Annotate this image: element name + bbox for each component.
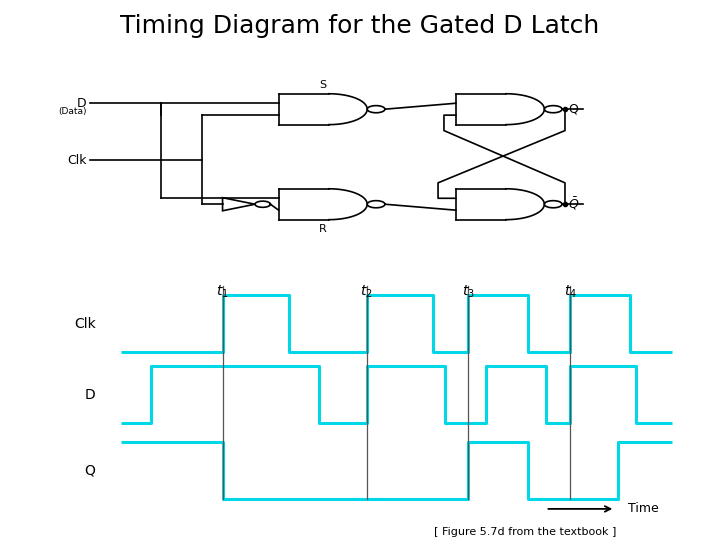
Text: [ Figure 5.7d from the textbook ]: [ Figure 5.7d from the textbook ]	[434, 527, 617, 537]
Text: $t_2$: $t_2$	[360, 283, 373, 300]
Text: D: D	[85, 388, 96, 402]
Text: $t_1$: $t_1$	[217, 283, 229, 300]
Text: Clk: Clk	[67, 154, 87, 167]
Text: Q: Q	[568, 103, 578, 116]
Text: (Data): (Data)	[58, 107, 87, 116]
Text: S: S	[320, 80, 326, 90]
Text: R: R	[319, 225, 327, 234]
Text: Timing Diagram for the Gated D Latch: Timing Diagram for the Gated D Latch	[120, 14, 600, 37]
Text: Time: Time	[628, 502, 659, 515]
Text: Clk: Clk	[74, 316, 96, 330]
Text: D: D	[77, 97, 87, 110]
Text: $\bar{Q}$: $\bar{Q}$	[568, 196, 580, 212]
Text: $t_4$: $t_4$	[564, 283, 577, 300]
Text: Q: Q	[85, 464, 96, 478]
Text: $t_3$: $t_3$	[462, 283, 475, 300]
